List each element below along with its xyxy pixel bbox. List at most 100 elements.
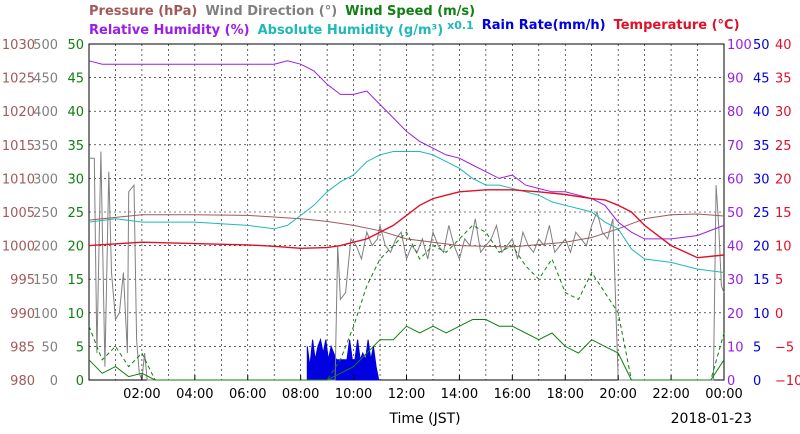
legend-entry: Pressure (hPa) xyxy=(89,4,197,19)
temperature-tick-label: −10 xyxy=(775,374,800,389)
rain-rate-tick-label: 50 xyxy=(753,38,770,53)
wind-speed-tick-label: 20 xyxy=(67,240,84,255)
rain-rate-tick-label: 5 xyxy=(753,340,761,355)
wind-direction-tick-label: 150 xyxy=(33,273,58,288)
pressure-tick-label: 990 xyxy=(10,307,35,322)
pressure-tick-label: 995 xyxy=(10,273,35,288)
temperature-tick-label: 15 xyxy=(775,206,792,221)
wind-direction-line xyxy=(89,151,725,381)
rain-rate-tick-label: 40 xyxy=(753,105,770,120)
legend-entry: Relative Humidity (%) xyxy=(89,23,250,38)
x-axis-label: Time (JST) xyxy=(388,411,460,427)
wind-speed-m-s-line xyxy=(88,319,725,381)
x-tick-label: 02:00 xyxy=(123,387,160,402)
legend-entry: Rain Rate(mm/h) xyxy=(482,18,606,33)
wind-speed-tick-label: 25 xyxy=(67,206,84,221)
temperature-tick-label: 5 xyxy=(775,273,783,288)
date-label: 2018-01-23 xyxy=(671,411,752,427)
temperature-tick-label: 25 xyxy=(775,139,792,154)
rain-rate-tick-label: 20 xyxy=(753,240,770,255)
humidity-tick-label: 100 xyxy=(727,38,752,53)
pressure-tick-label: 985 xyxy=(10,340,35,355)
rain-rate-area xyxy=(306,337,380,381)
x-tick-label: 18:00 xyxy=(547,387,584,402)
humidity-tick-label: 70 xyxy=(727,139,744,154)
humidity-tick-label: 90 xyxy=(727,72,744,87)
wind-direction-tick-label: 450 xyxy=(33,72,58,87)
x-tick-label: 00:00 xyxy=(705,387,742,402)
wind-direction-tick-label: 400 xyxy=(33,105,58,120)
pressure-tick-label: 1020 xyxy=(2,105,35,120)
legend-entry: Wind Direction (°) xyxy=(205,4,337,19)
rain-rate-tick-label: 35 xyxy=(753,139,770,154)
wind-speed-tick-label: 5 xyxy=(76,340,84,355)
pressure-tick-label: 1000 xyxy=(2,240,35,255)
humidity-tick-label: 50 xyxy=(727,206,744,221)
humidity-tick-label: 0 xyxy=(727,374,735,389)
temperature-c-line xyxy=(88,189,725,259)
wind-direction-tick-label: 250 xyxy=(33,206,58,221)
grid-lines xyxy=(89,44,724,380)
rain-rate-tick-label: 0 xyxy=(753,374,761,389)
humidity-tick-label: 40 xyxy=(727,240,744,255)
wind-direction-tick-label: 300 xyxy=(33,172,58,187)
pressure-tick-label: 1030 xyxy=(2,38,35,53)
absolute-humidity-g-m-x0-1-line xyxy=(88,151,725,273)
legend: Pressure (hPa) Wind Direction (°) Wind Spe… xyxy=(89,4,740,38)
pressure-tick-label: 1010 xyxy=(2,172,35,187)
legend-row-2: Relative Humidity (%) Absolute Humidity (… xyxy=(89,18,740,38)
pressure-tick-label: 1005 xyxy=(2,206,35,221)
x-tick-label: 14:00 xyxy=(441,387,478,402)
wind-speed-tick-label: 10 xyxy=(67,307,84,322)
legend-entry: x0.1 xyxy=(447,19,474,32)
rain-rate-tick-label: 45 xyxy=(753,72,770,87)
temperature-tick-label: −5 xyxy=(775,340,794,355)
wind-direction-tick-label: 50 xyxy=(41,340,58,355)
time-axis: 02:00 04:00 06:00 08:00 10:00 12:00 14:00 16:00… xyxy=(123,375,743,402)
temperature-tick-label: 35 xyxy=(775,72,792,87)
wind-speed-tick-label: 50 xyxy=(67,38,84,53)
x-tick-label: 16:00 xyxy=(494,387,531,402)
wind-speed-tick-label: 45 xyxy=(67,72,84,87)
temperature-tick-label: 10 xyxy=(775,240,792,255)
humidity-tick-label: 80 xyxy=(727,105,744,120)
x-tick-label: 22:00 xyxy=(652,387,689,402)
legend-entry: Temperature (°C) xyxy=(614,18,740,33)
rain-rate-tick-label: 25 xyxy=(753,206,770,221)
rain-rate-tick-label: 30 xyxy=(753,172,770,187)
temperature-tick-label: 40 xyxy=(775,38,792,53)
legend-row-1: Pressure (hPa) Wind Direction (°) Wind Spe… xyxy=(89,4,475,19)
right-axes: 0 10 20 30 40 50 60 70 80 90 100 0 5 10 15 20 25 30 35 40 45… xyxy=(727,38,800,389)
x-tick-label: 08:00 xyxy=(282,387,319,402)
left-axes: 9809859909951000100510101015102010251030… xyxy=(2,38,84,389)
x-tick-label: 12:00 xyxy=(388,387,425,402)
pressure-hpa-line xyxy=(88,213,725,248)
wind-direction-tick-label: 200 xyxy=(33,240,58,255)
humidity-tick-label: 10 xyxy=(727,340,744,355)
series-layer xyxy=(88,60,725,381)
rain-rate-tick-label: 10 xyxy=(753,307,770,322)
humidity-tick-label: 60 xyxy=(727,172,744,187)
x-tick-label: 06:00 xyxy=(229,387,266,402)
pressure-tick-label: 1025 xyxy=(2,72,35,87)
humidity-tick-label: 20 xyxy=(727,307,744,322)
wind-speed-tick-label: 40 xyxy=(67,105,84,120)
temperature-tick-label: 20 xyxy=(775,172,792,187)
x-tick-label: 10:00 xyxy=(335,387,372,402)
temperature-tick-label: 30 xyxy=(775,105,792,120)
legend-entry: Wind Speed (m/s) xyxy=(345,4,475,19)
pressure-tick-label: 1015 xyxy=(2,139,35,154)
wind-direction-tick-label: 0 xyxy=(50,374,58,389)
x-tick-label: 04:00 xyxy=(176,387,213,402)
wind-direction-tick-label: 100 xyxy=(33,307,58,322)
wind-speed-tick-label: 30 xyxy=(67,172,84,187)
wind-speed-tick-label: 15 xyxy=(67,273,84,288)
rain-rate-tick-label: 15 xyxy=(753,273,770,288)
wind-speed-tick-label: 0 xyxy=(76,374,84,389)
wind-direction-tick-label: 350 xyxy=(33,139,58,154)
pressure-tick-label: 980 xyxy=(10,374,35,389)
legend-entry: Absolute Humidity (g/m³) xyxy=(258,23,444,38)
relative-humidity-line xyxy=(88,60,725,240)
x-tick-label: 20:00 xyxy=(599,387,636,402)
